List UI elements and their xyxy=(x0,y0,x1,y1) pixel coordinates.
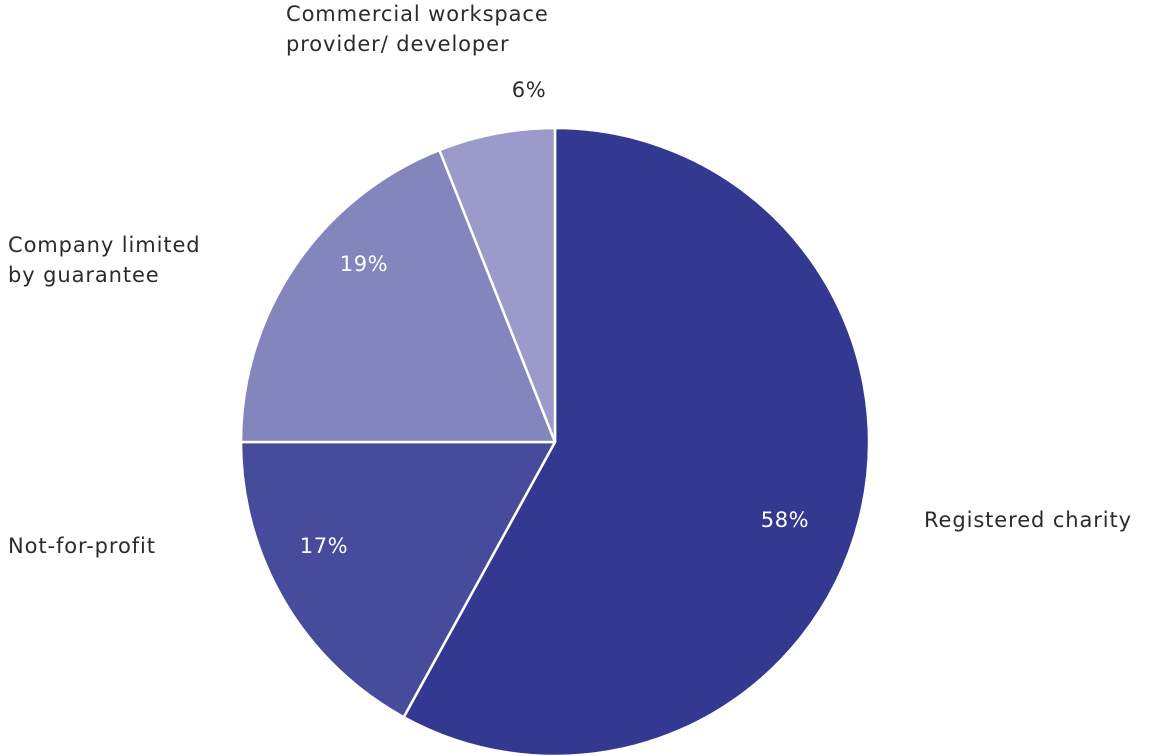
category-label-commercial-workspace-provider-developer: Commercial workspace provider/ developer xyxy=(286,2,549,56)
category-label-line: Registered charity xyxy=(924,508,1132,532)
pct-label-not-for-profit: 17% xyxy=(300,534,348,558)
pie-slices xyxy=(239,126,871,756)
category-label-not-for-profit: Not-for-profit xyxy=(8,534,156,558)
category-label-line: Company limited xyxy=(8,233,201,257)
pct-label-company-limited-by-guarantee: 19% xyxy=(340,252,388,276)
category-label-company-limited-by-guarantee: Company limited by guarantee xyxy=(8,233,201,287)
pie-slice-commercial-workspace-provider-developer xyxy=(438,126,557,444)
category-label-line: provider/ developer xyxy=(286,32,510,56)
category-labels: Registered charity Not-for-profit Company … xyxy=(8,2,1132,558)
category-label-registered-charity: Registered charity xyxy=(924,508,1132,532)
pct-label-commercial-workspace-provider-developer: 6% xyxy=(512,78,547,102)
pct-label-registered-charity: 58% xyxy=(761,508,809,532)
percentage-labels: 58% 17% 19% 6% xyxy=(300,78,809,558)
pie-slice-not-for-profit xyxy=(239,440,557,719)
category-label-line: Not-for-profit xyxy=(8,534,156,558)
pie-slice-company-limited-by-guarantee xyxy=(239,148,557,444)
category-label-line: Commercial workspace xyxy=(286,2,549,26)
category-label-line: by guarantee xyxy=(8,263,160,287)
